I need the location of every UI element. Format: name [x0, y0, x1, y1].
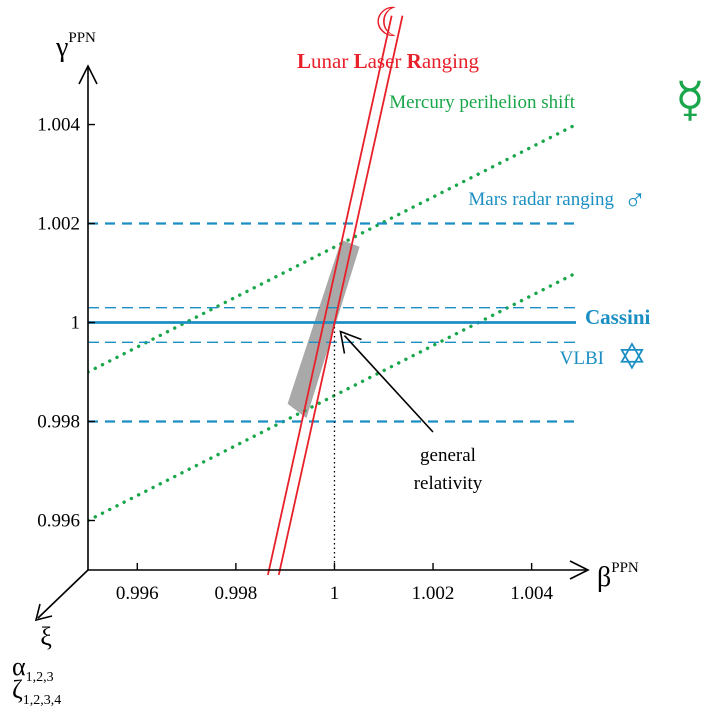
y-tick-label-2: 1: [71, 313, 81, 334]
constraint-line-0-1: [277, 15, 404, 576]
constraint-label-part-3: aser: [368, 49, 407, 73]
x-axis-title-sup: PPN: [611, 560, 639, 576]
constraint-label-part-5: anging: [422, 49, 480, 73]
x-tick-label-4: 1.004: [510, 583, 553, 604]
y-tick-label-4: 1.004: [37, 115, 80, 136]
z-axis-title-sub-2: 1,2,3,4: [23, 693, 62, 708]
constraint-label-part-0: L: [297, 49, 311, 73]
y-tick-label-1: 0.998: [37, 412, 80, 433]
x-tick-label-1: 0.998: [215, 583, 258, 604]
constraint-symbol-2: ♂: [624, 184, 647, 217]
constraint-label-part-2: L: [354, 49, 368, 73]
y-axis-arrow: [78, 64, 98, 85]
constraint-label-part-4: R: [407, 49, 423, 73]
x-axis-title: βPPN: [597, 560, 639, 593]
constraint-label-3: Cassini: [585, 305, 651, 329]
gr-arrow-line: [343, 334, 434, 433]
gr-annotation-line-1: relativity: [414, 473, 483, 494]
y-axis-title: γPPN: [55, 30, 96, 63]
axes: 0.996 0.998 1 1.002 1.004 0.996 0.998 1 1.002 1.0…: [34, 15, 590, 622]
gr-arrow-head: [339, 330, 362, 354]
constraint-label-0: Lunar Laser Ranging: [297, 49, 479, 73]
x-tick-label-3: 1.002: [412, 583, 455, 604]
constraint-symbol-1: ☿: [675, 74, 704, 127]
constraint-symbol-0: ☾: [374, 0, 410, 45]
z-axis-arrow: [34, 603, 53, 622]
gr-annotation-line-0: general: [420, 445, 476, 466]
x-axis-arrow: [569, 560, 590, 580]
x-tick-label-2: 1: [330, 583, 340, 604]
y-tick-label-3: 1.002: [37, 214, 80, 235]
allowed-region: [287, 239, 360, 419]
constraint-label-4: VLBI: [560, 348, 604, 369]
constraint-lines: [88, 122, 576, 523]
x-tick-label-0: 0.996: [116, 583, 159, 604]
constraint-label-1: Mercury perihelion shift: [389, 92, 575, 113]
constraint-symbol-4: ✡: [617, 337, 647, 377]
constraint-line-0-0: [267, 15, 393, 576]
z-axis-title-0: ξ: [40, 622, 52, 651]
constraint-label-2: Mars radar ranging: [468, 189, 614, 210]
y-axis-title-sup: PPN: [68, 30, 96, 46]
y-tick-label-0: 0.996: [37, 511, 80, 532]
z-axis-title-sub-1: 1,2,3: [26, 670, 54, 685]
z-axis-line: [37, 569, 89, 619]
constraint-label-part-1: unar: [311, 49, 354, 73]
